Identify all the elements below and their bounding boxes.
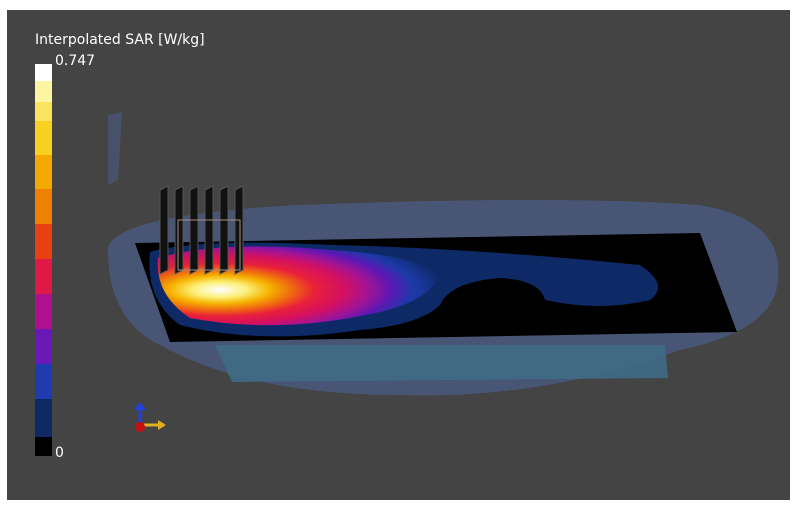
antenna-fins xyxy=(159,185,244,275)
legend-max: 0.747 xyxy=(55,53,95,69)
lower-slab xyxy=(215,345,668,382)
color-bar xyxy=(35,64,52,456)
axis-triad xyxy=(134,402,166,432)
legend-min: 0 xyxy=(55,445,64,461)
legend-title: Interpolated SAR [W/kg] xyxy=(35,32,205,48)
body-edge xyxy=(108,112,122,185)
antenna-box xyxy=(177,219,241,271)
